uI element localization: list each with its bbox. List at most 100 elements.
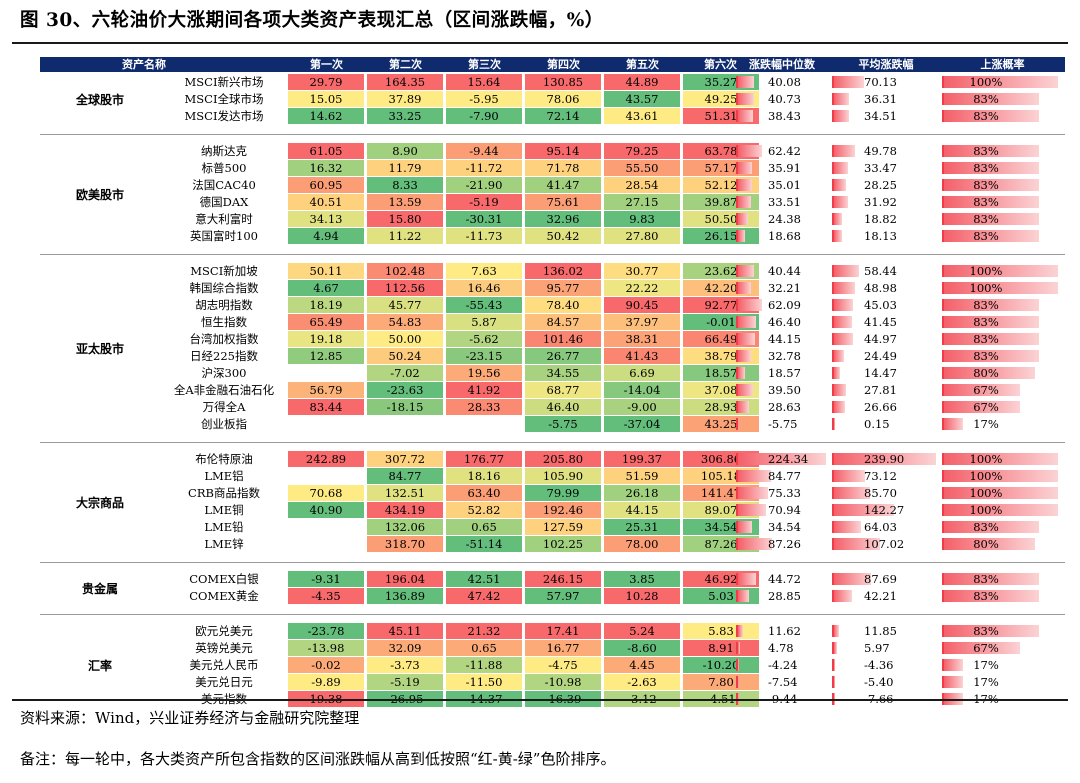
asset-performance-table: 资产名称 第一次 第二次 第三次 第四次 第五次 第六次 涨跌幅中位数 平均涨跌幅 上涨概率 全球…	[40, 57, 1065, 708]
data-bar	[942, 333, 1039, 345]
round-1-cell: 60.95	[288, 177, 364, 193]
round-5-cell: 51.59	[604, 468, 680, 484]
mean-value: 0.15	[864, 417, 890, 431]
round-4-cell: -10.98	[525, 674, 601, 690]
round-1-cell: 29.79	[288, 74, 364, 90]
round-1-cell: 4.94	[288, 228, 364, 244]
mean-value: 36.31	[864, 92, 897, 106]
round-3-cell: -5.95	[446, 91, 522, 107]
table-row: 美元兑日元 -9.89 -5.19 -11.50 -10.98 -2.63 7.80 -7.5…	[40, 674, 1065, 691]
median-bar-cell: 84.77	[734, 468, 828, 485]
round-2-cell: 32.09	[367, 640, 443, 656]
round-4-cell: 50.42	[525, 228, 601, 244]
round-1-cell: -0.02	[288, 657, 364, 673]
round-2-cell: 54.83	[367, 314, 443, 330]
median-bar-cell: 18.68	[734, 228, 828, 245]
round-5-cell: 9.83	[604, 211, 680, 227]
round-1-cell: 65.49	[288, 314, 364, 330]
probability-bar-cell: 83%	[940, 519, 1060, 536]
median-bar-cell: 24.38	[734, 211, 828, 228]
asset-name: 法国CAC40	[192, 178, 256, 192]
mean-value: 70.13	[864, 75, 897, 89]
round-3-cell: -11.88	[446, 657, 522, 673]
round-3-cell: 0.65	[446, 519, 522, 535]
data-bar	[832, 590, 852, 602]
data-bar	[942, 93, 1039, 105]
round-5-cell: -37.04	[604, 416, 680, 432]
round-1-cell: 56.79	[288, 382, 364, 398]
round-5-cell: 44.89	[604, 74, 680, 90]
mean-value: 87.69	[864, 572, 897, 586]
asset-name: 日经225指数	[190, 349, 258, 363]
round-2-cell: -23.63	[367, 382, 443, 398]
data-bar	[736, 538, 772, 550]
median-value: 75.33	[768, 486, 801, 500]
data-bar	[832, 504, 894, 516]
prob-value: 100%	[969, 503, 1003, 517]
round-4-cell: 57.97	[525, 588, 601, 604]
median-value: 224.34	[768, 452, 809, 466]
asset-name: COMEX白银	[189, 572, 259, 586]
round-4-cell: 105.90	[525, 468, 601, 484]
table-row: 德国DAX 40.51 13.59 -5.19 75.61 27.15 39.87 33.51…	[40, 194, 1065, 211]
data-bar	[832, 384, 846, 396]
median-bar-cell: 40.44	[734, 263, 828, 280]
data-bar	[832, 213, 842, 225]
round-2-cell: 307.72	[367, 451, 443, 467]
data-bar	[736, 590, 749, 602]
probability-bar-cell: 83%	[940, 228, 1060, 245]
median-bar-cell: 40.08	[734, 74, 828, 91]
data-bar	[736, 453, 826, 465]
median-value: 62.42	[768, 144, 801, 158]
probability-bar-cell: 80%	[940, 365, 1060, 382]
table-row: 纳斯达克 61.05 8.90 -9.44 95.14 79.25 63.78 62.42 49…	[40, 143, 1065, 160]
table-row: MSCI发达市场 14.62 33.25 -7.90 72.14 43.61 51.31 38…	[40, 108, 1065, 125]
round-3-cell: 19.56	[446, 365, 522, 381]
mean-bar-cell: 73.12	[830, 468, 938, 485]
round-1-cell	[288, 468, 364, 484]
median-value: 35.91	[768, 161, 801, 175]
median-bar-cell: 40.73	[734, 91, 828, 108]
mean-value: -5.40	[864, 675, 894, 689]
asset-name: LME铝	[204, 469, 244, 483]
round-1-cell: 15.05	[288, 91, 364, 107]
probability-bar-cell: 67%	[940, 382, 1060, 399]
data-bar	[832, 659, 835, 671]
probability-bar-cell: 100%	[940, 502, 1060, 519]
round-5-cell: 28.54	[604, 177, 680, 193]
mean-bar-cell: 5.97	[830, 640, 938, 657]
mean-bar-cell: 107.02	[830, 536, 938, 553]
asset-group: 亚太股市 MSCI新加坡 50.11 102.48 7.63 136.02 30.77 23.…	[40, 254, 1065, 433]
data-bar	[942, 573, 1039, 585]
data-bar	[942, 367, 1035, 379]
median-value: 40.08	[768, 75, 801, 89]
round-1-cell: 40.90	[288, 502, 364, 518]
prob-value: 100%	[969, 452, 1003, 466]
mean-value: 18.13	[864, 229, 897, 243]
probability-bar-cell: 67%	[940, 640, 1060, 657]
median-bar-cell: 62.42	[734, 143, 828, 160]
median-bar-cell: 46.40	[734, 314, 828, 331]
data-bar	[942, 590, 1039, 602]
table-row: 万得全A 83.44 -18.15 28.33 46.40 -9.00 28.93 28.63…	[40, 399, 1065, 416]
group-name: 大宗商品	[75, 495, 124, 510]
round-4-cell: 16.77	[525, 640, 601, 656]
round-5-cell: 25.31	[604, 519, 680, 535]
data-bar	[736, 367, 745, 379]
asset-name: 韩国综合指数	[189, 281, 259, 295]
asset-name: 恒生指数	[201, 315, 247, 329]
round-4-cell: 246.15	[525, 571, 601, 587]
prob-value: 83%	[973, 109, 999, 123]
median-bar-cell: 35.01	[734, 177, 828, 194]
round-2-cell: 11.22	[367, 228, 443, 244]
round-3-cell: 18.16	[446, 468, 522, 484]
asset-name: LME锌	[204, 537, 244, 551]
mean-bar-cell: 28.25	[830, 177, 938, 194]
median-value: -4.24	[768, 658, 798, 672]
round-3-cell: 5.87	[446, 314, 522, 330]
mean-value: 31.92	[864, 195, 897, 209]
data-bar	[942, 538, 1035, 550]
round-4-cell: 17.41	[525, 623, 601, 639]
header-1: 第一次	[310, 58, 343, 71]
round-5-cell: 43.57	[604, 91, 680, 107]
